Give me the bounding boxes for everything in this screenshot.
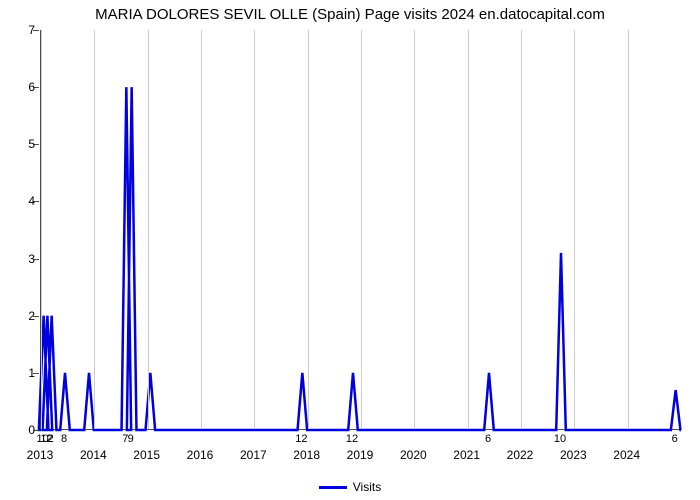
gridline [361, 30, 362, 429]
x-axis-peak-label: 6 [672, 433, 678, 445]
x-axis-year-label: 2020 [400, 448, 427, 462]
x-axis-peak-label: 10 [554, 433, 566, 445]
gridline [574, 30, 575, 429]
x-axis-year-label: 2014 [80, 448, 107, 462]
plot-area [40, 30, 680, 430]
gridline [628, 30, 629, 429]
legend-label: Visits [353, 480, 381, 494]
chart-container: { "chart": { "type": "line", "title": "M… [0, 0, 700, 500]
x-axis-peak-label: 12 [295, 433, 307, 445]
legend: Visits [0, 480, 700, 494]
x-axis-peak-label: 12 [346, 433, 358, 445]
y-axis-label: 6 [5, 80, 35, 94]
chart-title: MARIA DOLORES SEVIL OLLE (Spain) Page vi… [0, 6, 700, 23]
x-axis-year-label: 2024 [613, 448, 640, 462]
x-axis-year-label: 2015 [133, 448, 160, 462]
x-axis-year-label: 2017 [240, 448, 267, 462]
x-axis-peak-label: 6 [485, 433, 491, 445]
gridline [41, 30, 42, 429]
legend-swatch [319, 486, 347, 489]
gridline [201, 30, 202, 429]
gridline [94, 30, 95, 429]
x-axis-peak-label: 8 [61, 433, 67, 445]
x-axis-peak-label: 2 [48, 433, 54, 445]
gridline [308, 30, 309, 429]
y-axis-label: 1 [5, 366, 35, 380]
y-axis-label: 5 [5, 137, 35, 151]
x-axis-year-label: 2019 [347, 448, 374, 462]
gridline [254, 30, 255, 429]
y-axis-label: 4 [5, 194, 35, 208]
y-axis-label: 0 [5, 423, 35, 437]
gridline [468, 30, 469, 429]
y-axis-label: 2 [5, 309, 35, 323]
x-axis-year-label: 2018 [293, 448, 320, 462]
x-axis-peak-label: 9 [128, 433, 134, 445]
x-axis-year-label: 2021 [453, 448, 480, 462]
x-axis-year-label: 2013 [27, 448, 54, 462]
gridline [148, 30, 149, 429]
y-axis-label: 3 [5, 252, 35, 266]
gridline [521, 30, 522, 429]
x-axis-year-label: 2016 [187, 448, 214, 462]
x-axis-year-label: 2022 [507, 448, 534, 462]
gridline [414, 30, 415, 429]
x-axis-year-label: 2023 [560, 448, 587, 462]
y-axis-label: 7 [5, 23, 35, 37]
